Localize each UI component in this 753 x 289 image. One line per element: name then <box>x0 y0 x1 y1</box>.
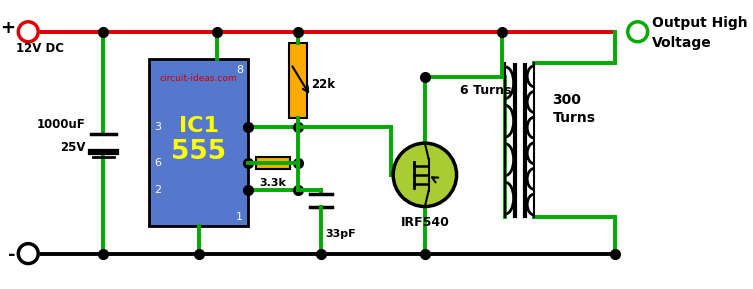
Bar <box>256 157 291 169</box>
Text: 1000uF: 1000uF <box>37 118 85 131</box>
Text: 22k: 22k <box>311 78 335 91</box>
Text: Output High: Output High <box>652 16 748 30</box>
Text: 300: 300 <box>553 93 581 107</box>
Text: IC1: IC1 <box>178 116 218 136</box>
Text: 8: 8 <box>236 65 243 75</box>
Text: 25V: 25V <box>59 141 85 154</box>
Text: 3: 3 <box>154 122 161 132</box>
Text: 1: 1 <box>236 212 243 223</box>
Text: 6 Turns: 6 Turns <box>460 84 511 97</box>
Text: 2: 2 <box>154 185 161 195</box>
Circle shape <box>393 143 456 207</box>
Bar <box>289 43 307 118</box>
Text: -: - <box>8 247 16 264</box>
Text: IRF540: IRF540 <box>401 216 450 229</box>
Text: +: + <box>1 19 16 37</box>
Text: 3.3k: 3.3k <box>260 178 287 188</box>
Text: 12V DC: 12V DC <box>16 42 63 55</box>
Text: Voltage: Voltage <box>652 36 712 50</box>
Text: 33pF: 33pF <box>325 229 356 239</box>
Bar <box>148 59 248 227</box>
Text: 6: 6 <box>154 158 161 168</box>
Text: 555: 555 <box>171 139 226 165</box>
Text: Turns: Turns <box>553 111 596 125</box>
Text: circuit-ideas.com: circuit-ideas.com <box>160 74 237 83</box>
